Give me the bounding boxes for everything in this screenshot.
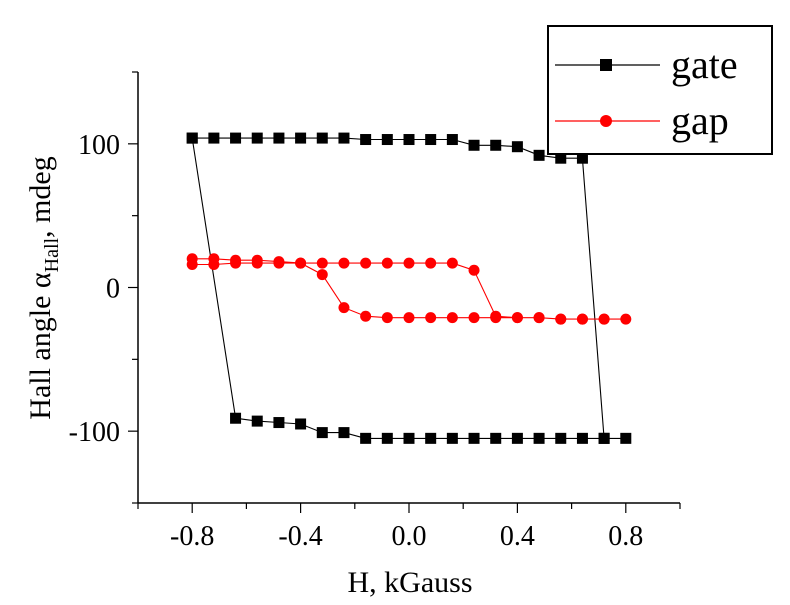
x-tick-label: 0.0 [392, 521, 427, 552]
legend: gate gap [547, 25, 773, 155]
y-axis-title: Hall angle αHall, mdeg [24, 156, 63, 419]
data-point-gate [576, 432, 588, 444]
data-point-gate [338, 132, 350, 144]
data-point-gap [490, 310, 502, 322]
data-point-gap [446, 257, 458, 269]
x-axis-title: H, kGauss [348, 566, 473, 599]
data-point-gate [381, 134, 393, 146]
y-axis-title-main: Hall angle α [24, 272, 57, 420]
data-point-gate [446, 134, 458, 146]
y-tick-label: -100 [69, 417, 120, 448]
data-point-gate [381, 432, 393, 444]
data-point-gap [533, 312, 545, 324]
data-point-gap [338, 302, 350, 314]
data-point-gate [338, 427, 350, 439]
data-point-gate [230, 132, 242, 144]
data-point-gate [555, 432, 567, 444]
data-point-gate [533, 149, 545, 161]
data-point-gate [446, 432, 458, 444]
series-line-gate [191, 137, 626, 439]
data-point-gate [511, 141, 523, 153]
data-point-gap [186, 259, 198, 271]
series-layer [186, 132, 632, 444]
data-point-gap [446, 312, 458, 324]
data-point-gate [360, 134, 372, 146]
ticks: -0.8 -0.4 0.0 0.4 0.8 -100 0 100 [69, 71, 681, 552]
data-point-gate [316, 427, 328, 439]
data-point-gate [251, 415, 263, 427]
data-point-gate [316, 132, 328, 144]
data-point-gap [360, 257, 372, 269]
data-point-gap [425, 257, 437, 269]
data-point-gate [511, 432, 523, 444]
data-point-gate [251, 132, 263, 144]
data-point-gate [555, 152, 567, 164]
series-line-gap [192, 258, 626, 320]
data-point-gap [620, 313, 632, 325]
x-tick-label: -0.8 [170, 521, 214, 552]
data-point-gate [186, 132, 198, 144]
y-axis-title-tail: , mdeg [24, 156, 57, 238]
data-point-gate [490, 139, 502, 151]
data-point-gap [273, 257, 285, 269]
legend-marker-gap [600, 115, 612, 127]
data-point-gate [576, 152, 588, 164]
data-point-gate [468, 432, 480, 444]
y-tick-label: 100 [78, 130, 120, 161]
data-point-gate [295, 132, 307, 144]
data-point-gate [598, 432, 610, 444]
data-point-gap [576, 313, 588, 325]
y-tick-label: 0 [106, 274, 120, 305]
data-point-gap [251, 257, 263, 269]
data-point-gate [208, 132, 220, 144]
x-tick-label: 0.8 [608, 521, 643, 552]
data-point-gap [511, 312, 523, 324]
data-point-gap [468, 312, 480, 324]
data-point-gap [316, 257, 328, 269]
data-point-gap [295, 257, 307, 269]
data-point-gap [208, 259, 220, 271]
data-point-gate [425, 134, 437, 146]
legend-label-gap: gap [671, 98, 729, 143]
x-tick-label: 0.4 [500, 521, 535, 552]
legend-label-gate: gate [671, 42, 738, 87]
data-point-gap [555, 313, 567, 325]
y-axis-title-sub: Hall [41, 237, 63, 272]
data-point-gate [533, 432, 545, 444]
data-point-gate [490, 432, 502, 444]
data-point-gap [403, 312, 415, 324]
data-point-gap [381, 312, 393, 324]
data-point-gap [230, 257, 242, 269]
data-point-gap [403, 257, 415, 269]
data-point-gap [425, 312, 437, 324]
data-point-gap [598, 313, 610, 325]
data-point-gate [360, 432, 372, 444]
data-point-gate [295, 418, 307, 430]
data-point-gate [468, 139, 480, 151]
x-tick-label: -0.4 [278, 521, 322, 552]
data-point-gate [273, 132, 285, 144]
data-point-gap [360, 310, 372, 322]
legend-box [547, 25, 773, 155]
data-point-gap [338, 257, 350, 269]
data-point-gate [620, 432, 632, 444]
data-point-gate [403, 432, 415, 444]
data-point-gate [425, 432, 437, 444]
data-point-gap [468, 264, 480, 276]
series-gate [186, 132, 632, 444]
data-point-gap [381, 257, 393, 269]
legend-marker-gate [600, 59, 612, 71]
data-point-gate [230, 412, 242, 424]
data-point-gate [273, 417, 285, 429]
series-gap [186, 253, 632, 325]
data-point-gap [316, 269, 328, 281]
data-point-gate [403, 134, 415, 146]
